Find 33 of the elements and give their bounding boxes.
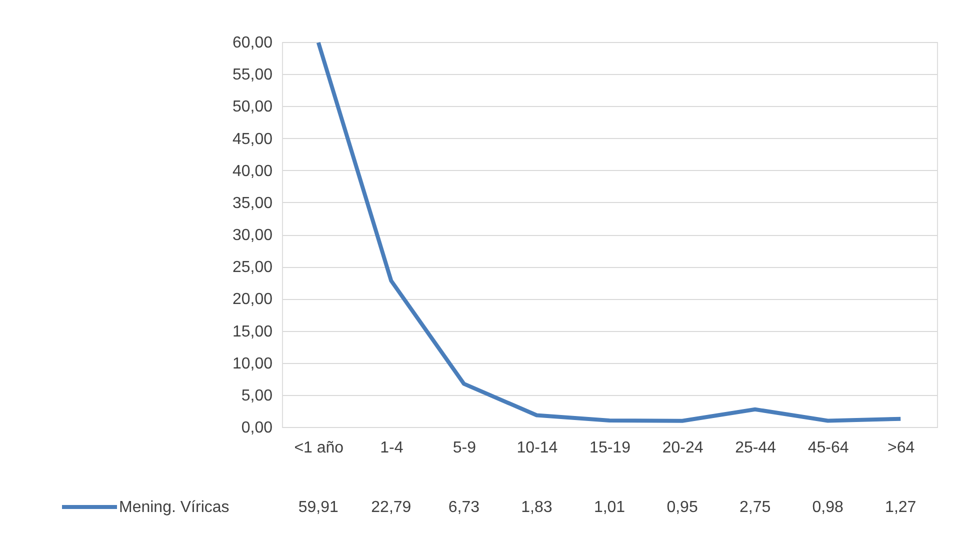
- data-label: 1,01: [594, 499, 626, 516]
- data-label: 1,83: [521, 499, 552, 516]
- y-tick-label: 50,00: [232, 98, 273, 116]
- x-tick-label: 10-14: [516, 440, 558, 456]
- y-tick-label: 55,00: [232, 66, 273, 84]
- x-tick-label: >64: [888, 440, 915, 456]
- data-label: 6,73: [448, 499, 480, 516]
- y-tick-label: 20,00: [232, 291, 273, 308]
- y-tick-label: 10,00: [232, 355, 273, 372]
- y-tick-label: 40,00: [232, 162, 273, 180]
- y-tick-label: 30,00: [232, 227, 273, 244]
- data-label: 0,95: [666, 499, 698, 516]
- y-tick-label: 60,00: [232, 34, 273, 52]
- x-tick-label: 45-64: [808, 440, 849, 456]
- y-tick-label: 15,00: [232, 323, 273, 340]
- line-series: [316, 40, 903, 423]
- y-tick-label: 0,00: [241, 420, 273, 436]
- data-label: 22,79: [371, 499, 412, 516]
- legend-label: Mening. Víricas: [119, 499, 230, 516]
- x-tick-label: <1 año: [294, 440, 344, 456]
- x-tick-label: 1-4: [380, 440, 404, 456]
- x-tick-label: 15-19: [590, 440, 631, 456]
- x-tick-label: 25-44: [735, 440, 776, 456]
- y-tick-label: 45,00: [232, 130, 273, 148]
- y-tick-label: 35,00: [232, 194, 273, 212]
- data-label: 0,98: [812, 499, 844, 516]
- data-label: 59,91: [298, 499, 339, 516]
- data-label: 2,75: [739, 499, 771, 516]
- y-tick-label: 5,00: [241, 387, 273, 404]
- y-tick-label: 25,00: [232, 259, 273, 276]
- data-label: 1,27: [885, 499, 916, 516]
- x-tick-label: 5-9: [452, 440, 476, 456]
- x-tick-label: 20-24: [662, 440, 704, 456]
